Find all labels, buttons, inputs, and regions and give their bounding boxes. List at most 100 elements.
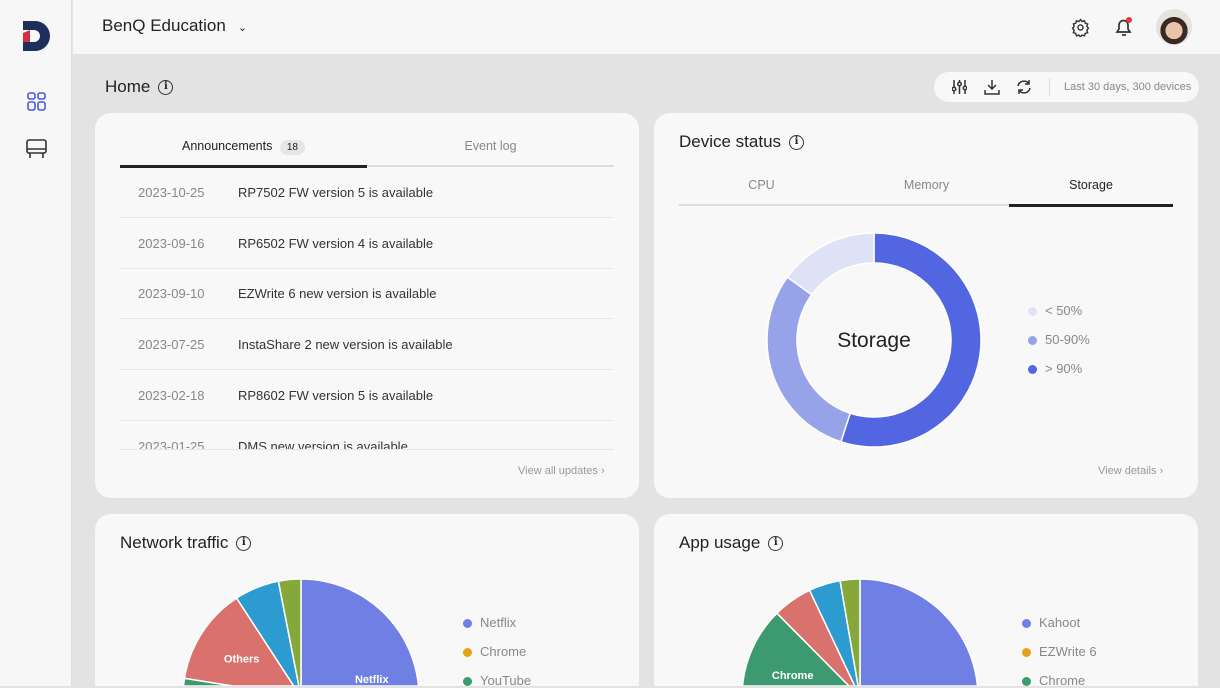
- announcement-text: DMS new version is available: [238, 438, 408, 451]
- info-icon[interactable]: i: [236, 536, 252, 552]
- legend-dot: [1022, 648, 1031, 658]
- card-title: App usage i: [679, 533, 784, 553]
- display-device-icon[interactable]: [26, 139, 47, 159]
- legend-label: YouTube: [480, 673, 532, 688]
- legend-dot: [1028, 336, 1037, 346]
- chevron-right-icon: ›: [600, 465, 605, 477]
- count-badge: 18: [279, 140, 305, 155]
- top-header: BenQ Education ⌄: [73, 0, 1220, 54]
- app-logo: [23, 21, 50, 51]
- donut-center-label: Storage: [837, 329, 911, 352]
- announcement-text: RP8602 FW version 5 is available: [238, 387, 434, 403]
- storage-slice-50-90-[interactable]: [766, 276, 852, 443]
- legend-dot: [463, 648, 472, 658]
- org-name: BenQ Education: [102, 16, 226, 35]
- refresh-icon[interactable]: [1016, 79, 1032, 95]
- announcement-text: RP6502 FW version 4 is available: [238, 235, 434, 251]
- announcement-date: 2023-09-10: [138, 286, 205, 302]
- legend-dot: [1028, 307, 1037, 317]
- announcement-text: RP7502 FW version 5 is available: [238, 185, 434, 200]
- chevron-down-icon: ⌄: [237, 22, 248, 34]
- announcement-row[interactable]: 2023-10-25 RP7502 FW version 5 is availab…: [120, 168, 614, 218]
- announcement-row[interactable]: 2023-09-10 EZWrite 6 new version is avail…: [120, 269, 614, 320]
- app-slice-chrome[interactable]: [741, 612, 851, 686]
- legend-label: 50-90%: [1045, 332, 1090, 347]
- tab-announcements[interactable]: Announcements 18: [120, 113, 367, 168]
- legend-item: < 50%: [1028, 303, 1082, 318]
- title-text: Network traffic: [120, 533, 229, 552]
- legend-label: Netflix: [480, 615, 517, 630]
- tab-storage[interactable]: Storage: [1009, 168, 1173, 207]
- network-pie-chart: Netflix Others: [182, 578, 420, 686]
- announcement-text: EZWrite 6 new version is available: [238, 286, 437, 302]
- legend-label: Chrome: [1039, 673, 1086, 688]
- view-details-link[interactable]: View details ›: [1098, 465, 1163, 477]
- announcement-row[interactable]: 2023-02-18 RP8602 FW version 5 is availab…: [120, 371, 614, 421]
- date-range-summary[interactable]: Last 30 days, 300 devices: [1064, 81, 1192, 93]
- legend-dot: [463, 619, 472, 629]
- network-slice-netflix[interactable]: [300, 578, 420, 686]
- legend-label: > 90%: [1045, 361, 1083, 376]
- announcement-list: 2023-10-25 RP7502 FW version 5 is availab…: [95, 168, 639, 450]
- announcement-row[interactable]: 2023-07-25 InstaShare 2 new version is av…: [120, 320, 614, 371]
- announcement-date: 2023-09-16: [138, 235, 205, 251]
- legend-label: EZWrite 6: [1039, 644, 1097, 659]
- announcement-row[interactable]: 2023-09-16 RP6502 FW version 4 is availab…: [120, 219, 614, 269]
- card-title: Network traffic i: [120, 533, 252, 553]
- app-slice-kahoot[interactable]: [859, 578, 979, 686]
- announcements-card: Announcements 18 Event log 2023-10-25 RP7…: [95, 113, 639, 498]
- card-title: Device status i: [679, 132, 805, 152]
- settings-icon[interactable]: [1071, 18, 1090, 37]
- page-title: Home i: [105, 77, 174, 97]
- legend-item: Chrome: [1022, 673, 1085, 688]
- app-slice-other[interactable]: [839, 578, 861, 686]
- download-icon[interactable]: [984, 79, 1000, 95]
- tab-label: Announcements: [182, 139, 273, 153]
- tab-event-log[interactable]: Event log: [367, 113, 614, 167]
- legend-dot: [463, 677, 472, 687]
- device-status-card: Device status i CPU Memory Storage Storag…: [654, 113, 1198, 498]
- tab-cpu[interactable]: CPU: [679, 168, 844, 206]
- app-usage-card: App usage i Chrome Kahoot EZWrite 6 Chrome: [654, 514, 1198, 688]
- org-selector[interactable]: BenQ Education ⌄: [102, 16, 247, 36]
- announcement-date: 2023-02-18: [138, 387, 205, 403]
- tab-memory[interactable]: Memory: [844, 168, 1009, 206]
- title-text: Device status: [679, 132, 782, 151]
- app-usage-pie-chart: Chrome: [741, 578, 979, 686]
- list-bottom-divider: [120, 449, 614, 450]
- legend-label: < 50%: [1045, 303, 1083, 318]
- info-icon[interactable]: i: [789, 135, 805, 151]
- dashboard-icon[interactable]: [27, 92, 46, 111]
- storage-donut-chart: [766, 232, 982, 448]
- storage-slice--50-[interactable]: [786, 232, 875, 296]
- legend-item: Netflix: [463, 615, 516, 630]
- sidebar: [0, 0, 72, 686]
- user-avatar[interactable]: [1156, 9, 1192, 45]
- slice-label: Others: [224, 653, 259, 665]
- info-icon[interactable]: i: [768, 536, 784, 552]
- legend-dot: [1022, 619, 1031, 629]
- legend-item: YouTube: [463, 673, 531, 688]
- toolbar-divider: [1049, 78, 1050, 96]
- filter-sliders-icon[interactable]: [952, 79, 967, 95]
- legend-item: > 90%: [1028, 361, 1082, 376]
- legend-item: EZWrite 6: [1022, 644, 1097, 659]
- info-icon[interactable]: i: [158, 80, 174, 96]
- toolbar: Last 30 days, 300 devices: [934, 72, 1199, 102]
- slice-label: Netflix: [355, 674, 390, 686]
- legend-item: Kahoot: [1022, 615, 1080, 630]
- legend-dot: [1028, 365, 1037, 375]
- view-all-updates-link[interactable]: View all updates ›: [518, 465, 605, 477]
- chevron-right-icon: ›: [1159, 465, 1164, 477]
- announcement-text: InstaShare 2 new version is available: [238, 337, 453, 353]
- announcement-row[interactable]: 2023-01-25 DMS new version is available: [120, 422, 614, 451]
- title-text: App usage: [679, 533, 761, 552]
- network-slice-others[interactable]: [183, 597, 295, 686]
- slice-label: Chrome: [772, 670, 814, 682]
- link-text: View all updates: [518, 465, 598, 477]
- legend-item: 50-90%: [1028, 332, 1090, 347]
- notification-bell-icon[interactable]: [1113, 16, 1135, 38]
- network-traffic-card: Network traffic i Netflix Others Netflix Ch…: [95, 514, 639, 688]
- network-slice-other[interactable]: [277, 578, 302, 686]
- announcement-date: 2023-07-25: [138, 337, 205, 353]
